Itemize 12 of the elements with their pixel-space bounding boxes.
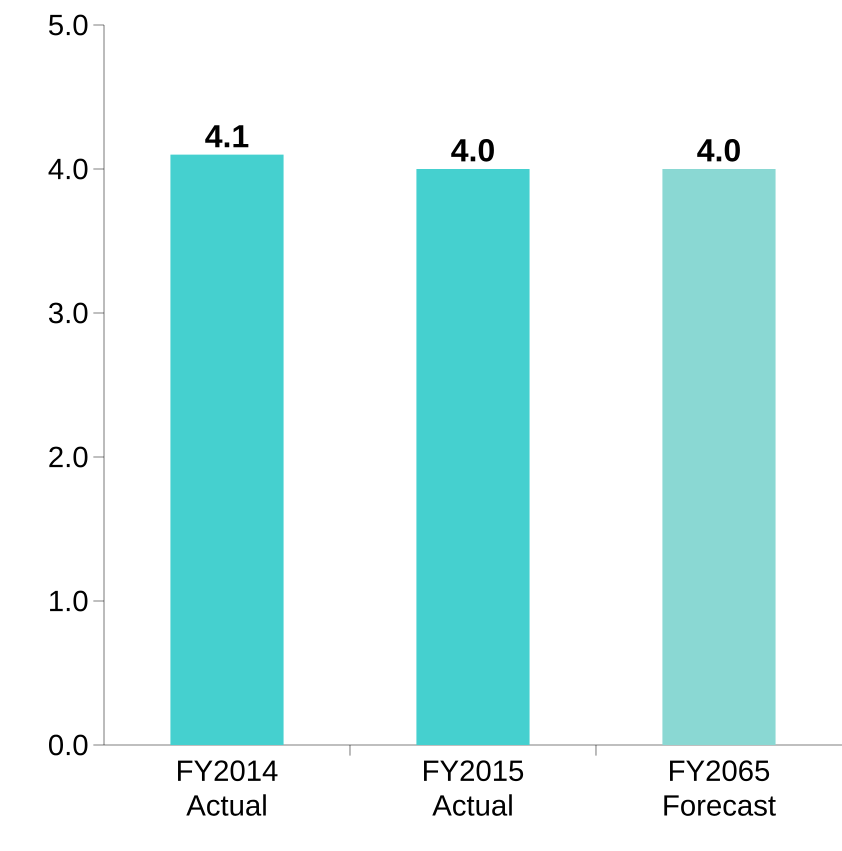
x-tick-label: FY2014 Actual xyxy=(178,760,278,816)
y-tick-label: 3.0 xyxy=(48,302,88,324)
data-label: 4.0 xyxy=(697,138,740,162)
y-tick-label: 4.0 xyxy=(48,158,88,180)
data-label: 4.0 xyxy=(451,138,494,162)
y-tick-label: 2.0 xyxy=(49,446,88,468)
data-label: 4.1 xyxy=(205,125,248,148)
x-tick-label: FY2065 Forecast xyxy=(664,760,776,816)
y-tick-label: 0.0 xyxy=(48,734,88,756)
x-tick-label: FY2015 Actual xyxy=(424,760,523,816)
y-tick-label: 5.0 xyxy=(48,14,88,36)
y-tick-label: 1.0 xyxy=(50,590,88,612)
